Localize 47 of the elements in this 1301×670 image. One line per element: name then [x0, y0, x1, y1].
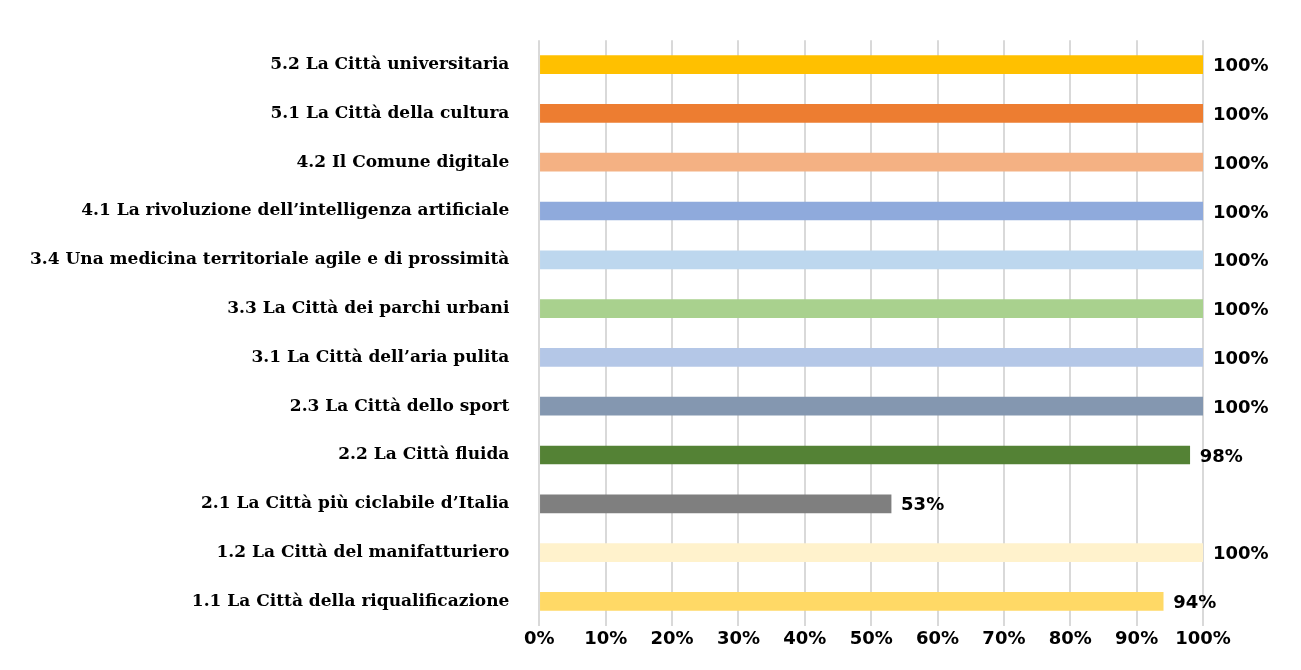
data-label: 100%: [1213, 249, 1269, 271]
bar: [540, 543, 1203, 562]
bar: [540, 250, 1203, 270]
x-tick-label: 90%: [1115, 627, 1159, 649]
y-tick-label: 1.2 La Città del manifatturiero: [216, 541, 510, 562]
bar: [540, 104, 1203, 123]
x-tick-label: 100%: [1175, 627, 1231, 649]
y-tick-label: 5.1 La Città della cultura: [270, 101, 510, 122]
data-label: 53%: [901, 493, 945, 515]
bar: [540, 201, 1203, 221]
bar: [540, 348, 1203, 367]
data-label: 100%: [1213, 103, 1269, 125]
y-tick-label: 5.2 La Città universitaria: [270, 53, 510, 74]
y-tick-label: 3.3 La Città dei parchi urbani: [227, 297, 510, 318]
y-tick-label: 2.3 La Città dello sport: [289, 394, 510, 415]
y-tick-label: 4.2 Il Comune digitale: [296, 150, 510, 171]
x-tick-label: 40%: [783, 627, 827, 649]
x-tick-label: 60%: [916, 627, 960, 649]
x-tick-label: 0%: [524, 627, 555, 649]
bar: [540, 396, 1203, 416]
x-tick-label: 10%: [584, 627, 628, 649]
x-tick-label: 80%: [1048, 627, 1092, 649]
y-tick-label: 4.1 La rivoluzione dell’intelligenza artificiale: [81, 199, 510, 220]
data-label: 100%: [1213, 298, 1269, 320]
y-tick-label: 3.4 Una medicina territoriale agile e di prossimità: [29, 248, 510, 269]
bar: [540, 299, 1203, 318]
bar: [540, 494, 892, 514]
bar: [540, 152, 1203, 172]
y-tick-label: 2.1 La Città più ciclabile d’Italia: [201, 492, 510, 513]
data-label: 100%: [1213, 395, 1269, 417]
bar: [540, 592, 1164, 611]
bar: [540, 55, 1203, 74]
data-label: 94%: [1173, 591, 1217, 613]
y-tick-label: 1.1 La Città della riqualificazione: [191, 589, 510, 610]
data-label: 100%: [1213, 151, 1269, 173]
data-label: 100%: [1213, 200, 1269, 222]
data-label: 100%: [1213, 54, 1269, 76]
data-label: 100%: [1213, 347, 1269, 369]
x-tick-label: 30%: [716, 627, 760, 649]
y-tick-label: 3.1 La Città dell’aria pulita: [251, 345, 510, 366]
x-tick-label: 20%: [650, 627, 694, 649]
bar: [540, 445, 1191, 465]
x-tick-label: 70%: [982, 627, 1026, 649]
x-tick-label: 50%: [849, 627, 893, 649]
data-label: 100%: [1213, 542, 1269, 564]
y-tick-label: 2.2 La Città fluida: [338, 443, 510, 464]
data-label: 98%: [1199, 444, 1243, 466]
